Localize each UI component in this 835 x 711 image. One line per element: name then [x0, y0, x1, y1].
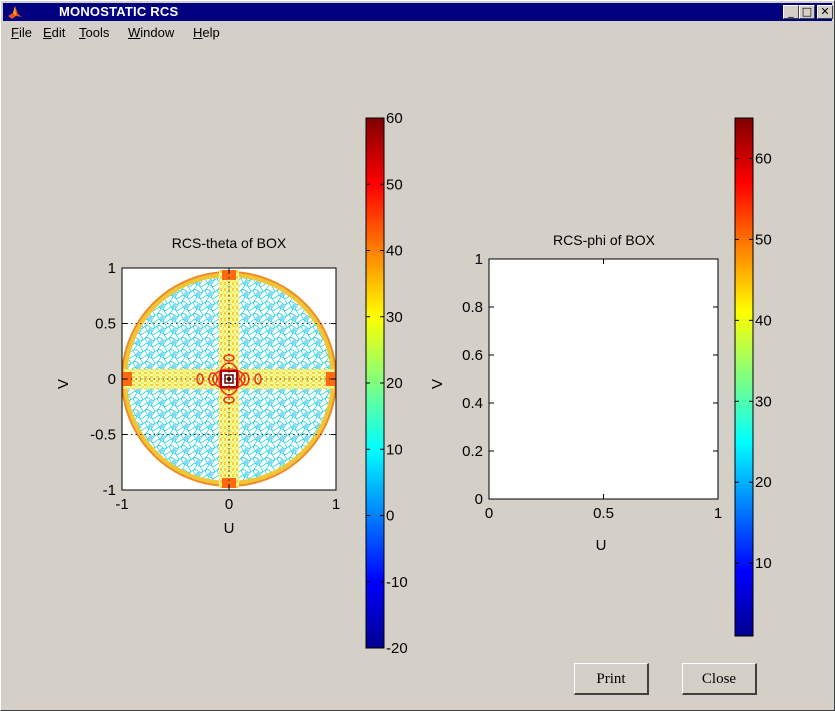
matlab-logo-icon: [8, 6, 22, 19]
plot1-grid: [122, 268, 336, 490]
plot1-ylabel: V: [55, 379, 72, 389]
menu-tools[interactable]: Tools: [79, 25, 110, 40]
plot2-ytick-label: 1: [475, 251, 483, 268]
plot1-ytick-label: 0.5: [95, 316, 116, 333]
plot1-ytick-label: 0: [108, 371, 116, 388]
plot2-x-ticks: 0 0.5 1: [485, 259, 722, 522]
close-button[interactable]: Close: [682, 663, 757, 695]
colorbar-1: -20 -10 0 10 20 30 40 50 60: [365, 110, 408, 657]
menu-file[interactable]: File: [11, 25, 32, 40]
plot2-ytick-label: 0.6: [462, 347, 483, 364]
plot2-ytick-label: 0.8: [462, 299, 483, 316]
colorbar-2: 10 20 30 40 50 60: [734, 117, 772, 637]
plot2-ytick-label: 0.2: [462, 443, 483, 460]
menu-bar: File Edit Tools Window Help: [3, 23, 832, 43]
colorbar-2-tick-label: 50: [755, 231, 772, 248]
colorbar-2-tick-label: 20: [755, 474, 772, 491]
plot1-y-ticks: -1 -0.5 0 0.5 1: [90, 260, 336, 499]
plot1-xtick-label: 0: [225, 496, 233, 513]
menu-help[interactable]: Help: [193, 25, 220, 40]
plot2-xtick-label: 0: [485, 505, 493, 522]
window-title: MONOSTATIC RCS: [59, 4, 179, 19]
plot1-ytick-label: 1: [108, 260, 116, 277]
colorbar-1-tick-label: -20: [386, 640, 408, 657]
colorbar-2-tick-label: 60: [755, 150, 772, 167]
menu-window[interactable]: Window: [128, 25, 175, 40]
plot2-ytick-label: 0: [475, 491, 483, 508]
colorbar-2-gradient: [734, 117, 754, 637]
plot2-xtick-label: 1: [714, 505, 722, 522]
rcs-theta-plot: RCS-theta of BOX: [55, 235, 340, 537]
colorbar-1-tick-label: 50: [386, 176, 403, 193]
plot1-x-ticks: -1 0 1: [115, 268, 340, 513]
colorbar-2-tick-label: 30: [755, 393, 772, 410]
plot2-xtick-label: 0.5: [593, 505, 614, 522]
menu-edit[interactable]: Edit: [43, 25, 66, 40]
plot2-y-ticks: 0 0.2 0.4 0.6 0.8 1: [462, 251, 718, 508]
maximize-button[interactable]: □: [799, 5, 815, 19]
plot2-ytick-label: 0.4: [462, 395, 483, 412]
colorbar-2-tick-label: 10: [755, 555, 772, 572]
colorbar-1-ticks: -20 -10 0 10 20 30 40 50 60: [366, 110, 408, 657]
plot1-xtick-label: -1: [115, 496, 128, 513]
plot2-xlabel: U: [596, 537, 607, 554]
plot1-xtick-label: 1: [332, 496, 340, 513]
plot1-ytick-label: -1: [103, 482, 116, 499]
plot1-xlabel: U: [224, 520, 235, 537]
colorbar-1-tick-label: 20: [386, 375, 403, 392]
rcs-phi-plot: RCS-phi of BOX 0 0.5 1 00.20.40.60.81 U V: [429, 232, 722, 554]
colorbar-2-ticks: 10 20 30 40 50 60: [735, 150, 772, 572]
minimize-button[interactable]: _: [783, 5, 799, 19]
title-bar[interactable]: MONOSTATIC RCS _ □ ✕: [3, 3, 833, 21]
colorbar-1-tick-label: 40: [386, 243, 403, 260]
plot1-ytick-label: -0.5: [90, 427, 116, 444]
plot2-axes-box: [488, 258, 719, 500]
colorbar-1-tick-label: -10: [386, 574, 408, 591]
colorbar-1-tick-label: 60: [386, 110, 403, 127]
colorbar-1-tick-label: 30: [386, 309, 403, 326]
plot1-title: RCS-theta of BOX: [172, 235, 287, 251]
colorbar-1-tick-label: 0: [386, 508, 394, 525]
print-button[interactable]: Print: [574, 663, 649, 695]
plot2-ylabel: V: [429, 379, 446, 389]
colorbar-1-tick-label: 10: [386, 441, 403, 458]
colorbar-2-tick-label: 40: [755, 312, 772, 329]
close-window-button[interactable]: ✕: [817, 5, 833, 19]
plot2-title: RCS-phi of BOX: [553, 232, 656, 248]
